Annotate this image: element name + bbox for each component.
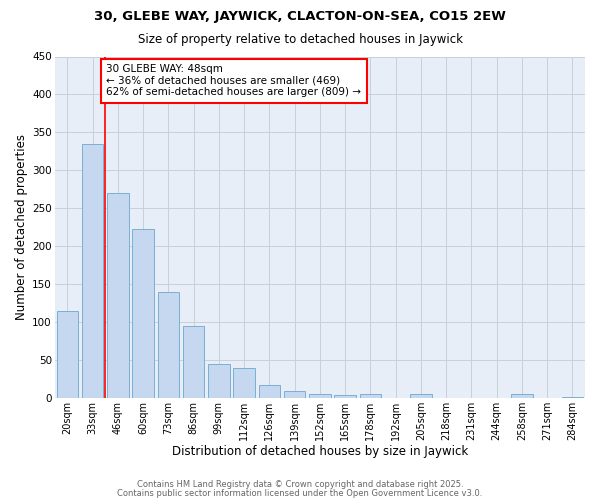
Bar: [133, 229, 154, 398]
Text: 30, GLEBE WAY, JAYWICK, CLACTON-ON-SEA, CO15 2EW: 30, GLEBE WAY, JAYWICK, CLACTON-ON-SEA, …: [94, 10, 506, 23]
Bar: [158, 292, 179, 398]
Y-axis label: Number of detached properties: Number of detached properties: [15, 134, 28, 320]
Bar: [208, 364, 230, 398]
Bar: [183, 326, 205, 398]
Text: Contains public sector information licensed under the Open Government Licence v3: Contains public sector information licen…: [118, 488, 482, 498]
Bar: [359, 394, 381, 398]
X-axis label: Distribution of detached houses by size in Jaywick: Distribution of detached houses by size …: [172, 444, 468, 458]
Text: Size of property relative to detached houses in Jaywick: Size of property relative to detached ho…: [137, 32, 463, 46]
Bar: [259, 384, 280, 398]
Bar: [334, 395, 356, 398]
Bar: [284, 390, 305, 398]
Bar: [309, 394, 331, 398]
Bar: [233, 368, 255, 398]
Bar: [410, 394, 431, 398]
Text: Contains HM Land Registry data © Crown copyright and database right 2025.: Contains HM Land Registry data © Crown c…: [137, 480, 463, 489]
Bar: [56, 311, 78, 398]
Bar: [511, 394, 533, 398]
Bar: [107, 193, 128, 398]
Bar: [82, 144, 103, 398]
Text: 30 GLEBE WAY: 48sqm
← 36% of detached houses are smaller (469)
62% of semi-detac: 30 GLEBE WAY: 48sqm ← 36% of detached ho…: [106, 64, 361, 98]
